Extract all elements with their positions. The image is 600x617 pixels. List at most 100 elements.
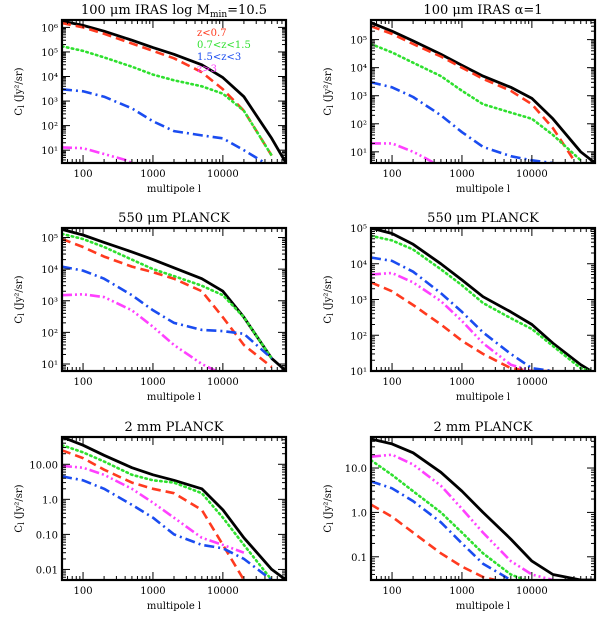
x-tick-label: 1000 [449,169,474,180]
y-tick-label: 10⁵ [41,234,58,245]
y-tick-label: 0.01 [36,565,58,576]
y-tick-label: 10⁵ [350,224,367,235]
panel-2: 100 1000 10000 10¹ 10² 10³ 10⁴ 10⁵ 100 μm IRAS α… [323,3,597,195]
series-line-dashdotdotdot [371,453,554,580]
y-tick-label: 10⁴ [41,72,58,83]
series-line-dashdotdotdot [62,293,217,371]
series-line-dashed [62,237,273,369]
y-tick-label: 10³ [41,97,58,108]
y-tick-label: 0.10 [36,530,58,541]
panel-title: 550 μm PLANCK [427,211,539,226]
series-line-solid [371,228,592,371]
legend: z<0.70.7<z<1.51.5<z<3z>3 [197,28,251,75]
x-tick-label: 10000 [516,169,548,180]
series-line-dashdot [371,81,554,163]
x-tick-label: 1000 [140,169,165,180]
legend-entry: 1.5<z<3 [197,52,241,63]
legend-entry: 0.7<z<1.5 [197,40,251,51]
y-tick-label: 10² [41,122,58,133]
y-tick-label: 10⁵ [350,36,367,47]
x-tick-label: 1000 [449,586,474,597]
x-tick-label: 10000 [207,377,239,388]
series-line-dashdot [371,256,554,371]
y-axis-label: Cl (Jy²/sr) [14,67,26,115]
plot-frame [60,226,288,373]
series-line-dashdot [62,265,273,360]
y-tick-label: 10¹ [350,367,367,378]
panel-5: 100 1000 10000 0.01 0.10 1.0 10.00 2 mm PLANCK m… [14,420,288,612]
series-line-solid [62,20,286,163]
panel-title: 550 μm PLANCK [118,211,230,226]
y-tick-label: 10³ [350,92,367,103]
series-line-dotted [371,234,593,371]
plot-frame [369,226,597,373]
series-line-solid [371,437,595,580]
y-tick-label: 10¹ [41,146,58,157]
y-tick-label: 10¹ [41,360,58,371]
series-line-solid [371,21,595,163]
y-axis-label: Cl (Jy²/sr) [323,484,335,532]
series-line-dotted [371,458,527,580]
panel-1: 100 1000 10000 10¹ 10² 10³ 10⁴ 10⁵ 10⁶ 100 μm IRA… [14,3,288,195]
x-tick-label: 1000 [449,377,474,388]
x-tick-label: 1000 [140,377,165,388]
y-tick-label: 10.0 [345,464,367,475]
x-tick-label: 10000 [207,169,239,180]
series-line-dashed [371,281,553,371]
y-tick-label: 10⁴ [41,265,58,276]
series-line-dashdot [62,88,266,163]
x-tick-label: 10000 [207,586,239,597]
panel-title: 100 μm IRAS α=1 [423,3,542,18]
plot-frame [60,18,288,165]
series-line-dashed [371,503,496,580]
x-tick-label: 100 [382,169,401,180]
series-line-solid [62,228,286,371]
series-line-dotted [62,232,273,360]
x-tick-label: 100 [382,377,401,388]
x-tick-label: 100 [73,586,92,597]
panel-title: 2 mm PLANCK [125,420,224,435]
plot-frame [369,435,597,582]
series-line-dashdotdotdot [62,146,133,163]
y-tick-label: 10² [41,328,58,339]
panel-4: 100 1000 10000 10¹ 10² 10³ 10⁴ 10⁵ 550 μm PLANCK… [323,211,597,403]
panel-3: 100 1000 10000 10¹ 10² 10³ 10⁴ 10⁵ 550 μm PLANCK… [14,211,288,403]
x-axis-label: multipole l [456,184,510,195]
plot-frame [60,435,288,582]
x-axis-label: multipole l [147,601,201,612]
y-tick-label: 10³ [41,297,58,308]
x-axis-label: multipole l [147,392,201,403]
y-axis-label: Cl (Jy²/sr) [14,275,26,323]
y-tick-label: 10¹ [350,148,367,159]
panel-6: 100 1000 10000 0.1 1.0 10.0 2 mm PLANCK multipo… [323,420,597,612]
x-axis-label: multipole l [456,601,510,612]
x-tick-label: 100 [382,586,401,597]
y-tick-label: 10² [350,331,367,342]
series-line-dashed [62,449,246,580]
series-line-dashed [62,21,273,157]
x-tick-label: 10000 [516,377,548,388]
x-tick-label: 10000 [516,586,548,597]
y-axis-label: Cl (Jy²/sr) [323,275,335,323]
x-tick-label: 100 [73,377,92,388]
x-tick-label: 100 [73,169,92,180]
x-axis-label: multipole l [147,184,201,195]
series-line-dashdotdotdot [371,142,435,163]
x-axis-label: multipole l [456,392,510,403]
plot-frame [369,18,597,165]
y-tick-label: 10⁶ [41,23,58,34]
series-line-solid [62,437,286,580]
y-tick-label: 0.1 [351,553,367,564]
y-axis-label: Cl (Jy²/sr) [14,484,26,532]
series-line-dashdot [371,480,512,580]
y-axis-label: Cl (Jy²/sr) [323,67,335,115]
y-tick-label: 1.0 [351,508,367,519]
series-line-dashed [371,24,576,162]
series-line-dotted [62,45,273,157]
series-line-dotted [371,42,582,162]
series-line-dashdotdotdot [62,464,245,554]
panel-title: 100 μm IRAS log Mmin=10.5 [81,3,267,20]
legend-entry: z<0.7 [197,28,227,39]
